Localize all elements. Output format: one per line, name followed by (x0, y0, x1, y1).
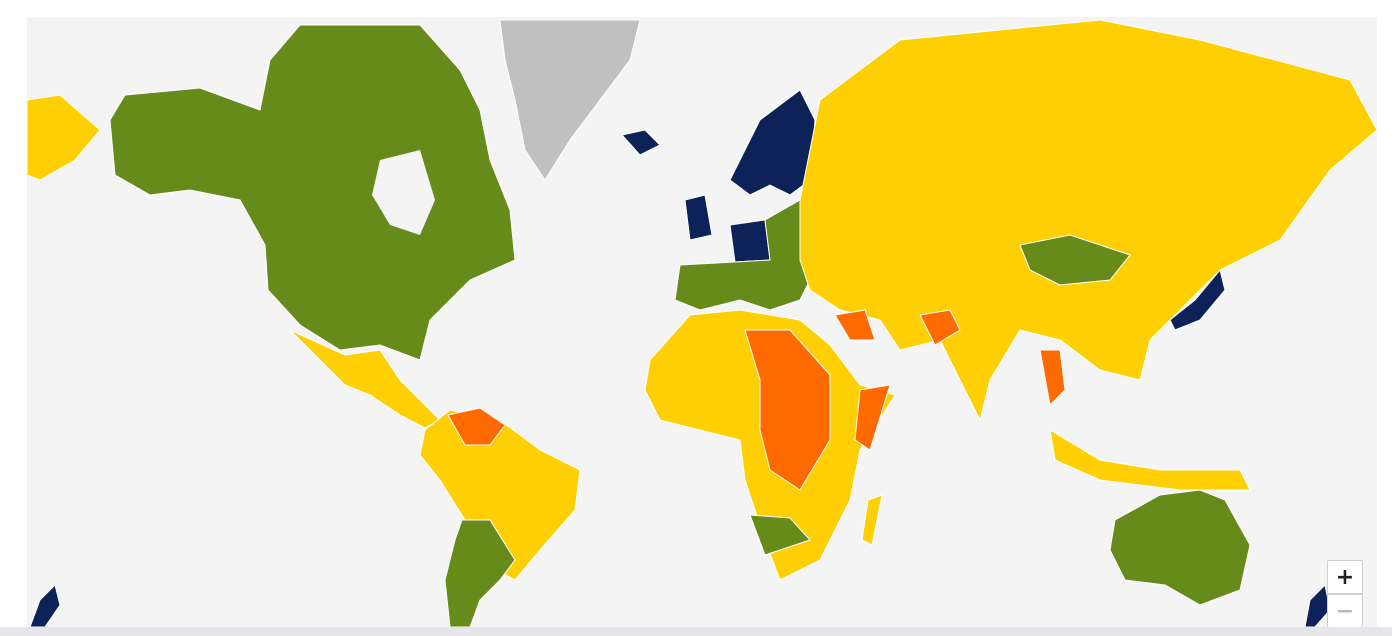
uk (684, 194, 713, 241)
hudson-bay (372, 150, 435, 235)
chukotka (26, 94, 101, 181)
zoom-out-button[interactable]: − (1327, 594, 1363, 628)
syria-iraq (834, 309, 876, 341)
new-zealand (1304, 583, 1331, 627)
afghanistan (919, 309, 961, 346)
bottom-strip (0, 627, 1392, 636)
australia (1109, 489, 1251, 606)
countries (26, 19, 1378, 627)
north-america (109, 24, 516, 361)
zoom-in-button[interactable]: + (1327, 560, 1363, 594)
iceland (621, 129, 661, 156)
southern-africa (749, 514, 811, 556)
germany (729, 219, 771, 263)
indonesia (1049, 429, 1251, 491)
myanmar (1039, 349, 1066, 407)
japan (1169, 268, 1226, 331)
argentina-chile (444, 519, 516, 627)
central-africa (744, 329, 831, 491)
somalia (854, 384, 891, 451)
venezuela (447, 407, 506, 446)
mongolia (1019, 234, 1131, 286)
greenland (499, 19, 641, 181)
south-america (419, 409, 581, 581)
madagascar (861, 494, 883, 546)
new-zealand-west (29, 584, 61, 627)
